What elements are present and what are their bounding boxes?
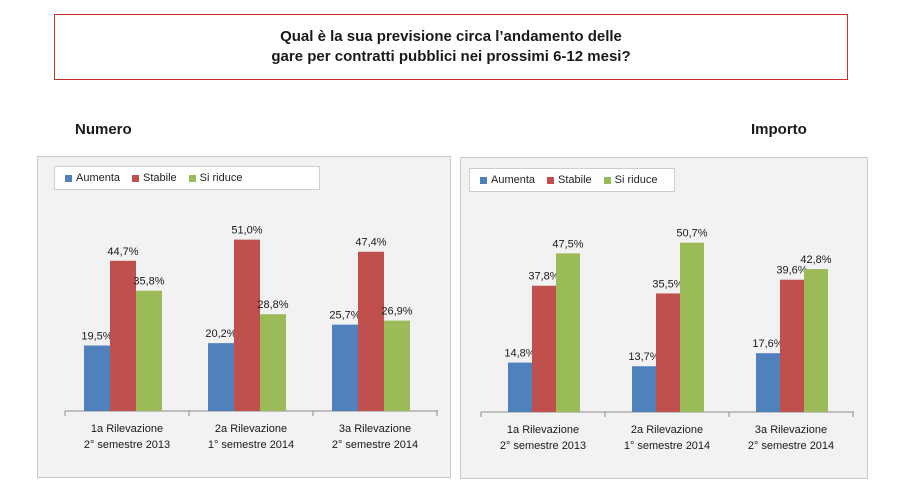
- legend-label-stabile: Stabile: [143, 172, 177, 184]
- data-label-importo-si-riduce-2: 50,7%: [676, 228, 707, 240]
- data-label-numero-si-riduce-3: 26,9%: [381, 306, 412, 318]
- bar-importo-aumenta-3: [756, 353, 780, 412]
- bar-numero-si-riduce-1: [136, 290, 162, 411]
- data-label-importo-aumenta-1: 14,8%: [504, 348, 535, 360]
- category-label-numero-2-line-2: 1° semestre 2014: [208, 439, 294, 451]
- legend-label-aumenta: Aumenta: [491, 174, 536, 186]
- bar-numero-aumenta-3: [332, 324, 358, 411]
- bar-chart-numero: 19,5% 44,7% 35,8% 1a Rilevazione 2° semestre…: [64, 225, 438, 451]
- bar-numero-aumenta-1: [84, 345, 110, 411]
- data-label-importo-stabile-1: 37,8%: [528, 271, 559, 283]
- data-label-importo-stabile-3: 39,6%: [776, 265, 807, 277]
- category-label-importo-2-line-2: 1° semestre 2014: [624, 440, 710, 452]
- category-label-importo-2-line-1: 2a Rilevazione: [631, 424, 703, 436]
- legend-swatch-aumenta: [65, 174, 72, 182]
- bar-importo-stabile-3: [780, 279, 804, 412]
- bar-numero-stabile-2: [234, 239, 260, 411]
- bar-importo-si-riduce-2: [680, 242, 704, 412]
- category-label-numero-3-line-1: 3a Rilevazione: [339, 423, 411, 435]
- category-label-importo-1-line-1: 1a Rilevazione: [507, 424, 579, 436]
- data-label-numero-si-riduce-2: 28,8%: [257, 299, 288, 311]
- data-label-importo-aumenta-2: 13,7%: [628, 351, 659, 363]
- bar-numero-stabile-1: [110, 260, 136, 411]
- legend-item-si-riduce: Si riduce: [603, 174, 658, 186]
- data-label-numero-stabile-3: 47,4%: [355, 237, 386, 249]
- bar-importo-aumenta-1: [508, 362, 532, 412]
- data-label-numero-aumenta-2: 20,2%: [205, 328, 236, 340]
- question-title-box: Qual è la sua previsione circa l’andamen…: [54, 14, 848, 80]
- data-label-importo-stabile-2: 35,5%: [652, 278, 683, 290]
- legend-swatch-si-riduce: [603, 176, 611, 184]
- question-title-line-2: gare per contratti pubblici nei prossimi…: [271, 48, 631, 65]
- data-label-numero-stabile-1: 44,7%: [107, 246, 138, 258]
- data-label-importo-si-riduce-1: 47,5%: [552, 238, 583, 250]
- legend-item-stabile: Stabile: [547, 174, 592, 186]
- bar-numero-si-riduce-2: [260, 314, 286, 411]
- chart-title-numero: Numero: [75, 121, 132, 138]
- legend-label-si-riduce: Si riduce: [199, 172, 243, 184]
- category-label-importo-3-line-1: 3a Rilevazione: [755, 424, 827, 436]
- legend-numero: Aumenta Stabile Si riduce: [54, 166, 320, 190]
- legend-swatch-aumenta: [480, 176, 487, 184]
- data-label-importo-si-riduce-3: 42,8%: [800, 254, 831, 266]
- legend-swatch-stabile: [547, 176, 555, 184]
- data-label-numero-aumenta-3: 25,7%: [329, 310, 360, 322]
- legend-item-aumenta: Aumenta: [480, 174, 535, 186]
- chart-panel-numero: Aumenta Stabile Si riduce 19,5% 44,7% 35,8% 1…: [37, 156, 451, 478]
- bar-importo-stabile-2: [656, 293, 680, 412]
- bar-importo-aumenta-2: [632, 366, 656, 412]
- bar-numero-stabile-3: [358, 251, 384, 411]
- question-title-line-1: Qual è la sua previsione circa l’andamen…: [280, 28, 622, 45]
- chart-title-importo: Importo: [751, 121, 807, 138]
- category-label-importo-1-line-2: 2° semestre 2013: [500, 440, 586, 452]
- category-label-numero-1-line-2: 2° semestre 2013: [84, 439, 170, 451]
- legend-item-stabile: Stabile: [132, 172, 177, 184]
- legend-importo: Aumenta Stabile Si riduce: [469, 168, 675, 192]
- legend-swatch-si-riduce: [188, 174, 196, 182]
- chart-panel-importo: Aumenta Stabile Si riduce 14,8% 37,8% 47,5% 1…: [460, 157, 868, 479]
- legend-label-si-riduce: Si riduce: [614, 174, 658, 186]
- data-label-numero-si-riduce-1: 35,8%: [133, 276, 164, 288]
- data-label-numero-stabile-2: 51,0%: [231, 225, 262, 237]
- legend-label-aumenta: Aumenta: [76, 172, 121, 184]
- category-label-numero-2-line-1: 2a Rilevazione: [215, 423, 287, 435]
- category-label-numero-1-line-1: 1a Rilevazione: [91, 423, 163, 435]
- data-label-numero-aumenta-1: 19,5%: [81, 330, 112, 342]
- legend-label-stabile: Stabile: [558, 174, 592, 186]
- bar-importo-stabile-1: [532, 285, 556, 412]
- category-label-numero-3-line-2: 2° semestre 2014: [332, 439, 418, 451]
- legend-item-aumenta: Aumenta: [65, 172, 120, 184]
- legend-item-si-riduce: Si riduce: [188, 172, 243, 184]
- bar-importo-si-riduce-3: [804, 269, 828, 412]
- category-label-importo-3-line-2: 2° semestre 2014: [748, 440, 834, 452]
- bar-numero-aumenta-2: [208, 343, 234, 411]
- bar-chart-importo: 14,8% 37,8% 47,5% 1a Rilevazione 2° semestre…: [480, 228, 854, 452]
- legend-swatch-stabile: [132, 174, 140, 182]
- bar-numero-si-riduce-3: [384, 320, 410, 411]
- bar-importo-si-riduce-1: [556, 253, 580, 412]
- data-label-importo-aumenta-3: 17,6%: [752, 338, 783, 350]
